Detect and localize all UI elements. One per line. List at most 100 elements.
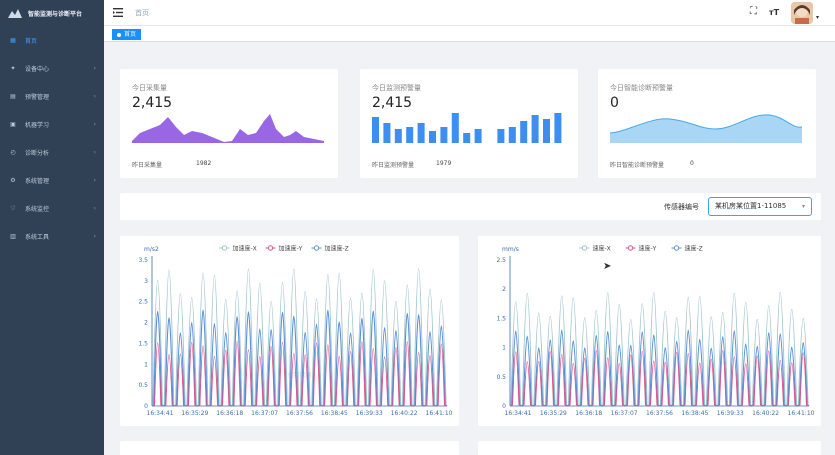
sidebar-item-5[interactable]: ⚙ 系统管理 › <box>0 166 104 194</box>
tag-label: 首页 <box>124 31 137 38</box>
stat-foot-value: 0 <box>690 160 694 167</box>
stat-sparkline <box>610 114 802 143</box>
sidebar-item-2[interactable]: ▤ 预警管理 › <box>0 82 104 110</box>
sparkline-bar <box>383 123 391 143</box>
series-y-line <box>509 350 810 407</box>
sparkline-area <box>132 114 324 143</box>
sparkline-bar <box>474 129 482 143</box>
y-tick-label: 2 <box>502 286 506 293</box>
y-tick-label: 1.5 <box>138 340 148 347</box>
legend-label: 速度-Z <box>685 245 703 253</box>
y-tick-label: 1.5 <box>496 315 506 322</box>
chevron-right-icon: › <box>93 148 96 156</box>
sparkline-bar <box>508 127 516 143</box>
velocity-chart: mm/s 速度-X 速度-Y 速度-Z 0 0.5 1 1.5 2 2.5 16:34:41 16:3… <box>496 245 815 418</box>
legend-label: 加速度-Y <box>279 245 303 253</box>
logo-icon <box>8 9 22 18</box>
x-tick-label: 16:39:33 <box>717 410 744 417</box>
sidebar-item-3[interactable]: ▣ 机器学习 › <box>0 110 104 138</box>
stat-title: 今日智能诊断预警量 <box>610 84 673 92</box>
avatar-caret-icon[interactable]: ▾ <box>816 14 820 21</box>
stat-value: 2,415 <box>372 95 413 111</box>
navbar: 首页 ⛶ тT ▾ <box>104 0 835 26</box>
y-tick-label: 2.5 <box>496 257 506 264</box>
stat-sparkline <box>132 114 324 143</box>
y-tick-label: 3 <box>144 278 148 285</box>
tag-dot-icon <box>117 32 121 37</box>
analysis-icon: ◴ <box>10 148 16 156</box>
stat-foot-label: 昨日监测预警量 <box>372 162 415 169</box>
sparkline-wave <box>610 114 802 143</box>
sidebar-item-label: 预警管理 <box>25 93 50 101</box>
x-tick-label: 16:37:56 <box>646 410 673 417</box>
device-icon: ✦ <box>10 64 16 72</box>
x-tick-label: 16:37:56 <box>286 410 313 417</box>
chart-watermark: 查看数据 <box>287 371 311 379</box>
dashboard-icon: ▦ <box>10 36 16 44</box>
logo: 智能监测与诊断平台 <box>0 0 104 26</box>
stat-foot-label: 昨日智能诊断预警量 <box>610 162 665 169</box>
sparkline-bar <box>417 123 425 143</box>
font-size-icon[interactable]: тT <box>769 8 780 17</box>
x-tick-label: 16:36:18 <box>575 410 602 417</box>
sensor-select[interactable]: 某机房某位置1-11085 ▾ <box>708 197 812 216</box>
sensor-label: 传感器编号 <box>664 203 699 211</box>
legend-marker <box>267 245 274 251</box>
hamburger-icon[interactable] <box>113 8 123 17</box>
x-tick-label: 16:38:45 <box>321 410 348 417</box>
y-axis-unit: mm/s <box>502 246 519 253</box>
chevron-right-icon: › <box>93 232 96 240</box>
sidebar-item-4[interactable]: ◴ 诊断分析 › <box>0 138 104 166</box>
tool-icon: ▥ <box>10 232 16 240</box>
legend-label: 速度-Y <box>639 245 657 253</box>
y-tick-label: 0 <box>502 403 506 410</box>
avatar[interactable] <box>791 2 813 24</box>
sparkline-bar <box>451 113 459 143</box>
learning-icon: ▣ <box>10 120 16 128</box>
series-x-line <box>151 267 448 407</box>
y-axis-unit: m/s2 <box>144 246 159 253</box>
alarm-icon: ▤ <box>10 92 16 100</box>
stat-foot-value: 1979 <box>436 160 452 167</box>
sidebar-item-1[interactable]: ✦ 设备中心 › <box>0 54 104 82</box>
series-x-line <box>509 291 810 407</box>
legend-marker <box>673 245 680 251</box>
bottom-card-left <box>120 441 459 455</box>
breadcrumb[interactable]: 首页 <box>135 9 149 17</box>
stat-card-1: 今日监测预警量 2,415 昨日监测预警量 1979 <box>360 69 578 178</box>
stat-foot-label: 昨日采集量 <box>132 162 163 169</box>
acceleration-chart-card: m/s2 加速度-X 加速度-Y 加速度-Z 0 0.5 1 1.5 2 2.5 3 3.5 16:34… <box>120 236 459 426</box>
tags-view: 首页 <box>104 26 835 42</box>
legend-label: 速度-X <box>593 245 611 253</box>
sidebar-item-6[interactable]: ♡ 系统监控 › <box>0 194 104 222</box>
sidebar: 智能监测与诊断平台 ▦ 首页 ✦ 设备中心 › ▤ 预警管理 › ▣ 机器学习 › ◴… <box>0 0 104 455</box>
stat-sparkline <box>372 113 562 143</box>
stat-title: 今日采集量 <box>132 84 167 92</box>
sidebar-item-label: 诊断分析 <box>25 149 50 157</box>
x-tick-label: 16:40:22 <box>752 410 779 417</box>
filter-bar: 传感器编号 某机房某位置1-11085 ▾ <box>120 193 821 220</box>
sidebar-item-0[interactable]: ▦ 首页 <box>0 26 104 54</box>
x-tick-label: 16:35:29 <box>181 410 208 417</box>
legend-marker <box>581 245 588 251</box>
y-tick-label: 0.5 <box>496 374 506 381</box>
y-tick-label: 0.5 <box>138 382 148 389</box>
stat-value: 0 <box>610 95 619 111</box>
sparkline-bar <box>440 127 448 143</box>
x-tick-label: 16:37:07 <box>251 410 278 417</box>
x-tick-label: 16:37:07 <box>611 410 638 417</box>
legend-marker <box>627 245 634 251</box>
fullscreen-icon[interactable]: ⛶ <box>750 6 757 17</box>
y-tick-label: 2 <box>144 320 148 327</box>
sparkline-bar <box>497 129 505 143</box>
stat-card-0: 今日采集量 2,415 昨日采集量 1982 <box>120 69 338 178</box>
sidebar-item-label: 首页 <box>25 37 38 45</box>
stat-foot-value: 1982 <box>196 160 212 167</box>
tag-home[interactable]: 首页 <box>112 29 142 40</box>
x-tick-label: 16:34:41 <box>147 410 174 417</box>
sidebar-item-label: 系统工具 <box>25 233 50 241</box>
sidebar-item-7[interactable]: ▥ 系统工具 › <box>0 222 104 250</box>
chevron-down-icon: ▾ <box>801 203 805 210</box>
x-tick-label: 16:41:10 <box>788 410 815 417</box>
sparkline-bar <box>406 127 414 143</box>
